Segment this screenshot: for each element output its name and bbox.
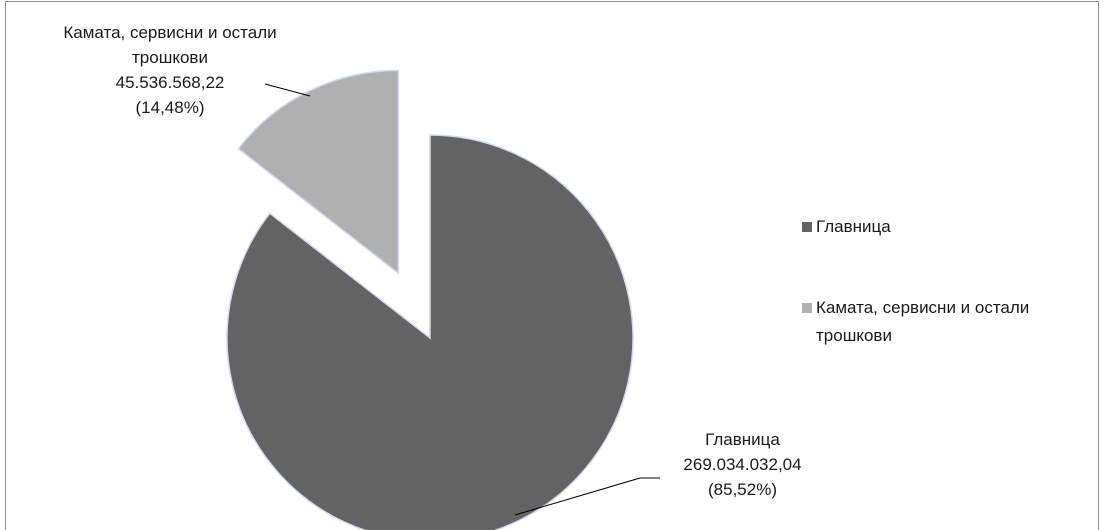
legend-swatch: [802, 303, 812, 313]
legend-label: Камата, сервисни и остали трошкови: [816, 298, 1030, 345]
legend-label: Главница: [816, 217, 891, 236]
leader-line: [264, 83, 311, 97]
data-label-category: Главница: [705, 430, 780, 449]
data-label: Главница 269.034.032,04 (85,52%): [630, 427, 855, 502]
chart-frame: [5, 1, 1099, 530]
pie-slice: [237, 69, 400, 275]
data-label-value: 45.536.568,22: [115, 73, 225, 92]
legend-swatch: [802, 222, 812, 232]
data-label-percent: (14,48%): [135, 98, 205, 117]
data-label-value: 269.034.032,04: [683, 455, 802, 474]
data-label-percent: (85,52%): [708, 480, 777, 499]
data-label-category: Камата, сервисни и остали трошкови: [63, 23, 277, 67]
data-label: Камата, сервисни и остали трошкови 45.536…: [55, 20, 285, 120]
leader-line: [514, 477, 660, 516]
pie-slice: [226, 134, 634, 530]
